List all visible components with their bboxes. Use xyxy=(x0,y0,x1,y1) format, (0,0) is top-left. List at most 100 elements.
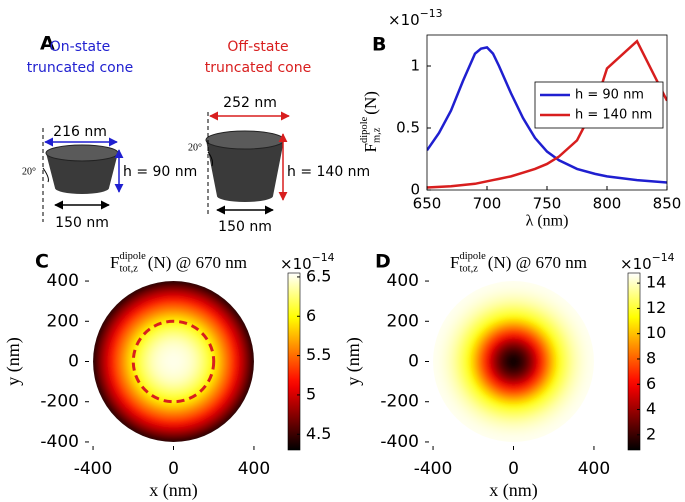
angle-label: 20° xyxy=(22,166,36,177)
cone xyxy=(205,130,285,202)
heatmap-chart: D Fdipole tot,z (N) @ 670 nm ×10−14 -400 0 400 -… xyxy=(343,251,674,502)
colorbar-tick-label: 10 xyxy=(646,323,666,342)
x-axis-label: x (nm) xyxy=(149,480,198,501)
x-tick-label: 850 xyxy=(653,195,682,213)
heatmap-ring xyxy=(510,358,517,365)
heatmap xyxy=(93,281,254,442)
math-label: Fdipole tot,z (N) @ 670 nm xyxy=(110,252,247,275)
colorbar-tick-label: 2 xyxy=(646,424,656,443)
label-main: F xyxy=(450,253,459,272)
panel-label: B xyxy=(372,34,386,56)
x-axis-label: λ (nm) xyxy=(526,213,569,230)
y-tick-label: -400 xyxy=(380,432,419,452)
colorbar xyxy=(627,272,641,451)
dashed-circle xyxy=(131,319,216,404)
dimension-label: 150 nm xyxy=(218,219,272,235)
y-tick-label: -400 xyxy=(40,432,79,452)
colorbar-tick-label: 6.5 xyxy=(306,266,331,285)
y-tick-label: 0 xyxy=(410,181,420,199)
panel-label: A xyxy=(40,33,55,55)
scale-base: ×10 xyxy=(388,11,420,29)
label-sub: tot,z xyxy=(459,264,478,275)
scale-label: ×10−14 xyxy=(280,251,335,273)
x-tick-label: -400 xyxy=(74,459,113,479)
y-axis-label: Fdipolem,z (N) xyxy=(360,91,383,152)
x-axis-label: x (nm) xyxy=(489,480,538,501)
y-tick-label: 1 xyxy=(410,57,420,75)
scale-exponent: −14 xyxy=(312,251,335,264)
colorbar-tick-label: 4 xyxy=(646,399,656,418)
x-tick-label: 700 xyxy=(473,195,502,213)
y-axis-label: y (nm) xyxy=(3,337,24,386)
line-chart: B×10−13 650 700 750 800 850 0 0.5 1 λ (nm) Fdipole… xyxy=(360,7,682,230)
label-rest: (N) @ 670 nm xyxy=(148,253,247,272)
x-tick-label: 400 xyxy=(578,459,610,479)
legend-label: h = 140 nm xyxy=(575,108,652,123)
scale-label: ×10−13 xyxy=(388,7,442,29)
colorbar-tick-label: 6 xyxy=(646,374,656,393)
cone xyxy=(45,144,119,194)
heatmap xyxy=(433,281,594,442)
label-sub: tot,z xyxy=(119,264,138,275)
colorbar-tick-label: 6 xyxy=(306,306,316,325)
panel-a: A On-state truncated cone Off-state trun… xyxy=(22,33,370,236)
y-tick-label: 0 xyxy=(68,352,79,372)
angle-label: 20° xyxy=(188,142,202,153)
cone-title: Off-state xyxy=(227,39,288,55)
dimension-label: 252 nm xyxy=(223,95,277,111)
y-tick-label: 200 xyxy=(47,311,79,331)
legend-label: h = 90 nm xyxy=(575,88,644,103)
angle-arc xyxy=(207,151,213,167)
heatmap-rings xyxy=(433,281,594,442)
dimension-label: 150 nm xyxy=(55,215,109,231)
x-tick-label: 800 xyxy=(593,195,622,213)
colorbar-tick-label: 5.5 xyxy=(306,345,331,364)
series-line xyxy=(427,46,667,184)
dimension-label: h = 140 nm xyxy=(287,164,370,180)
panel-label: C xyxy=(35,251,49,273)
y-tick-label: -200 xyxy=(40,392,79,412)
scale-exponent: −13 xyxy=(420,7,443,20)
x-tick-label: 750 xyxy=(533,195,562,213)
heatmap-chart: C Fdipole tot,z (N) @ 670 nm ×10−14 -400 0 400 -… xyxy=(3,251,334,502)
y-axis-label: y (nm) xyxy=(343,337,364,386)
angle-arc xyxy=(42,167,49,183)
heatmap-rings xyxy=(93,281,254,442)
colorbar xyxy=(287,272,301,451)
heatmap-ring xyxy=(170,358,177,365)
label-sup: dipole xyxy=(119,252,146,263)
cone-title: truncated cone xyxy=(27,60,133,76)
x-tick-label: 0 xyxy=(508,459,519,479)
label-main: F xyxy=(110,253,119,272)
label-rest: (N) @ 670 nm xyxy=(488,253,587,272)
math-label: Fdipolem,z (N) xyxy=(360,91,383,152)
y-tick-label: 0 xyxy=(408,352,419,372)
colorbar-tick-label: 12 xyxy=(646,298,666,317)
scale-exponent: −14 xyxy=(652,251,675,264)
cone-title: On-state xyxy=(50,39,110,55)
colorbar-tick-label: 4.5 xyxy=(306,424,331,443)
scale-base: ×10 xyxy=(280,255,312,273)
scale-label: ×10−14 xyxy=(620,251,675,273)
y-tick-label: 400 xyxy=(387,271,419,291)
label-main: F xyxy=(361,143,380,152)
dimension-label: 216 nm xyxy=(53,124,107,140)
panel-label: D xyxy=(375,251,391,273)
colorbar-tick-label: 14 xyxy=(646,273,666,292)
dimension-label: h = 90 nm xyxy=(123,164,197,180)
y-tick-label: -200 xyxy=(380,392,419,412)
x-tick-label: 0 xyxy=(168,459,179,479)
x-tick-label: 400 xyxy=(238,459,270,479)
cone-title: truncated cone xyxy=(205,60,311,76)
y-tick-label: 400 xyxy=(47,271,79,291)
x-tick-label: 650 xyxy=(413,195,442,213)
math-label: Fdipole tot,z (N) @ 670 nm xyxy=(450,252,587,275)
label-rest: (N) xyxy=(361,91,380,115)
y-tick-label: 0.5 xyxy=(396,119,420,137)
colorbar-tick-label: 8 xyxy=(646,348,656,367)
scale-base: ×10 xyxy=(620,255,652,273)
x-tick-label: -400 xyxy=(414,459,453,479)
y-tick-label: 200 xyxy=(387,311,419,331)
label-sup: dipole xyxy=(360,116,371,143)
